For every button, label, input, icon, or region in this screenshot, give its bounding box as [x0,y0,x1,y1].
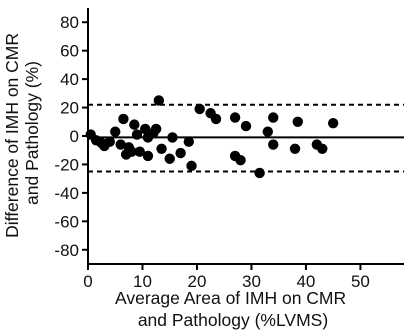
data-point [104,136,115,147]
y-axis-title-line-2: and Pathology (%) [22,61,42,205]
y-tick-label: 80 [60,13,79,32]
y-tick-label: 0 [70,127,79,146]
data-point [183,136,194,147]
y-tick-label: -20 [54,155,79,174]
data-point [254,167,265,179]
data-point [150,123,162,135]
x-tick-label: 40 [296,272,315,291]
data-point [153,95,165,106]
data-point [292,116,303,127]
data-point [289,143,301,154]
y-axis-ticks: 80 60 40 20 0 -20 -40 -60 -80 [54,13,88,260]
data-point [110,126,121,137]
data-point [167,132,178,143]
data-point [140,123,151,135]
data-points [85,95,339,179]
x-tick-label: 10 [133,272,152,291]
y-tick-label: 60 [60,42,79,61]
y-tick-label: -80 [54,241,79,260]
y-tick-label: -40 [54,184,79,203]
data-point [142,150,154,162]
x-tick-label: 0 [83,272,92,291]
data-point [164,153,175,164]
data-point [115,139,126,150]
x-tick-label: 20 [188,272,207,291]
x-tick-label: 50 [351,272,370,291]
data-point [317,143,328,154]
data-point [134,146,145,157]
data-point [118,113,129,125]
y-tick-label: -60 [54,212,79,231]
x-axis-title-line-2: and Pathology (%LVMS) [138,310,328,330]
x-tick-label: 30 [242,272,261,291]
data-point [268,139,279,150]
y-tick-label: 40 [60,70,79,89]
data-point [229,112,241,123]
data-point [210,113,222,125]
x-axis-title-line-1: Average Area of IMH on CMR [115,288,346,308]
data-point [126,146,137,157]
x-axis-title: Average Area of IMH on CMR and Pathology… [115,288,351,330]
x-axis-ticks: 0 10 20 30 40 50 [83,264,370,291]
data-point [156,143,167,154]
data-point [262,126,273,137]
data-point [240,120,252,132]
data-point [327,118,339,129]
data-point [268,112,279,123]
data-point [194,103,205,115]
data-point [129,119,140,130]
y-axis-title: Difference of IMH on CMR and Pathology (… [2,28,42,238]
data-point [175,147,186,159]
data-point [131,129,143,140]
y-axis-title-line-1: Difference of IMH on CMR [2,33,22,238]
y-tick-label: 20 [60,99,79,118]
data-point [235,154,246,166]
data-point [186,160,197,172]
